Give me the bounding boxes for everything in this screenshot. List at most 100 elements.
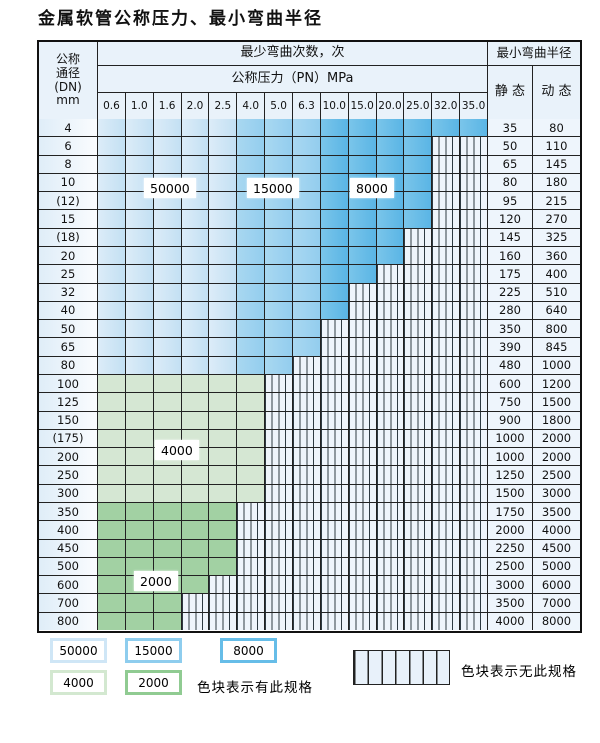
spec-cell — [125, 338, 153, 356]
no-spec-cell — [265, 594, 292, 612]
no-spec-cell — [320, 429, 348, 448]
spec-cell — [98, 594, 125, 612]
band-count-label: 50000 — [144, 178, 196, 198]
spec-cell — [320, 265, 348, 283]
spec-cell — [293, 338, 320, 356]
dn-cell: 500 — [39, 557, 97, 576]
spec-cell — [209, 375, 237, 393]
no-spec-cell — [209, 594, 237, 612]
spec-cell — [209, 448, 237, 466]
no-spec-cell — [432, 576, 460, 594]
no-spec-cell — [460, 137, 487, 155]
spec-cell — [98, 320, 125, 338]
spec-cell — [125, 466, 153, 484]
no-spec-cell — [404, 557, 432, 576]
spec-cell — [153, 155, 181, 173]
legend-swatch-label: 4000 — [53, 673, 104, 692]
spec-cell — [181, 375, 209, 393]
dn-cell: 300 — [39, 484, 97, 502]
spec-cell — [209, 228, 237, 246]
spec-cell — [98, 155, 125, 173]
dynamic-value-cell: 325 — [533, 228, 580, 246]
no-spec-cell — [293, 466, 320, 484]
spec-cell — [153, 539, 181, 557]
table-row: (12) 95 215 — [39, 192, 580, 210]
dynamic-value-cell: 180 — [533, 173, 580, 192]
dn-cell: 250 — [39, 466, 97, 484]
no-spec-cell — [432, 594, 460, 612]
dynamic-value-cell: 640 — [533, 301, 580, 320]
no-spec-cell — [404, 375, 432, 393]
dynamic-value-cell: 2000 — [533, 448, 580, 466]
spec-cell — [376, 137, 404, 155]
no-spec-cell — [293, 484, 320, 502]
spec-cell — [181, 228, 209, 246]
dynamic-value-cell: 270 — [533, 210, 580, 228]
no-spec-cell — [460, 612, 487, 630]
pressure-header-cell: 32.0 — [432, 93, 460, 119]
spec-cell — [125, 265, 153, 283]
dn-cell: 15 — [39, 210, 97, 228]
no-spec-cell — [404, 356, 432, 374]
spec-cell — [98, 503, 125, 521]
dn-cell: 10 — [39, 173, 97, 192]
spec-cell — [181, 210, 209, 228]
spec-cell — [181, 137, 209, 155]
table-row: 100 600 1200 — [39, 375, 580, 393]
no-spec-cell — [460, 557, 487, 576]
no-spec-cell — [460, 539, 487, 557]
dynamic-value-cell: 510 — [533, 283, 580, 301]
table-row: (175) 1000 2000 — [39, 429, 580, 448]
dynamic-value-cell: 2500 — [533, 466, 580, 484]
spec-cell — [153, 375, 181, 393]
static-value-cell: 2250 — [488, 539, 532, 557]
no-spec-cell — [460, 192, 487, 210]
table-row: 300 1500 3000 — [39, 484, 580, 502]
dn-cell: 65 — [39, 338, 97, 356]
table-row: 40 280 640 — [39, 301, 580, 320]
spec-cell — [237, 283, 265, 301]
no-spec-cell — [432, 612, 460, 630]
spec-cell — [98, 539, 125, 557]
no-spec-cell — [293, 356, 320, 374]
legend-swatch-2000: 2000 — [125, 670, 182, 695]
no-spec-cell — [348, 283, 376, 301]
spec-cell — [153, 210, 181, 228]
no-spec-cell — [348, 338, 376, 356]
spec-cell — [404, 155, 432, 173]
no-spec-cell — [404, 612, 432, 630]
dynamic-value-cell: 8000 — [533, 612, 580, 630]
spec-cell — [265, 119, 292, 137]
static-value-cell: 2000 — [488, 521, 532, 539]
no-spec-cell — [293, 503, 320, 521]
spec-cell — [153, 594, 181, 612]
spec-cell — [237, 411, 265, 429]
spec-cell — [209, 247, 237, 265]
no-spec-cell — [460, 301, 487, 320]
no-spec-cell — [460, 173, 487, 192]
spec-cell — [293, 228, 320, 246]
no-spec-cell — [432, 173, 460, 192]
spec-cell — [181, 576, 209, 594]
spec-cell — [98, 576, 125, 594]
spec-cell — [237, 247, 265, 265]
spec-cell — [237, 301, 265, 320]
spec-cell — [293, 192, 320, 210]
spec-cell — [237, 119, 265, 137]
static-value-cell: 3500 — [488, 594, 532, 612]
spec-cell — [125, 448, 153, 466]
band-count-label: 4000 — [155, 440, 199, 460]
spec-cell — [98, 612, 125, 630]
no-spec-cell — [348, 557, 376, 576]
no-spec-cell — [293, 448, 320, 466]
no-spec-cell — [348, 612, 376, 630]
dn-cell: 4 — [39, 119, 97, 137]
static-value-cell: 80 — [488, 173, 532, 192]
spec-cell — [376, 228, 404, 246]
table-row: (18) 145 325 — [39, 228, 580, 246]
spec-cell — [209, 192, 237, 210]
table-row: 200 1000 2000 — [39, 448, 580, 466]
spec-cell — [237, 429, 265, 448]
spec-cell — [320, 247, 348, 265]
pressure-header-cell: 2.5 — [209, 93, 237, 119]
